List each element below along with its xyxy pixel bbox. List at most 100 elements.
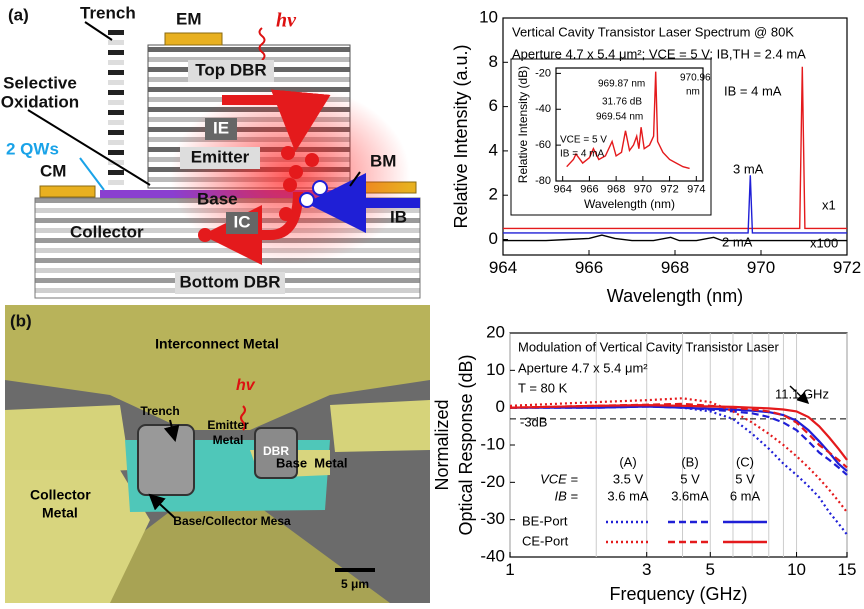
trench-mesa — [138, 425, 194, 495]
label: Base Metal — [276, 455, 348, 470]
label: Trench — [140, 404, 179, 418]
trench-layer — [108, 130, 124, 135]
y-tick-label: 2 — [489, 185, 498, 204]
legend-value: 3.5 V — [613, 471, 644, 486]
x-tick-label: 966 — [580, 184, 598, 196]
label: IC — [234, 212, 251, 231]
y-tick-label: 8 — [489, 52, 498, 71]
y-tick-label: 4 — [489, 140, 498, 159]
label: Collector — [70, 222, 144, 241]
legend-value: 3.6 mA — [607, 488, 649, 503]
legend-value: 5 V — [735, 471, 755, 486]
trench-layer — [108, 90, 124, 95]
x-axis-title: Wavelength (nm) — [607, 286, 743, 306]
x-tick-label: 5 — [706, 560, 715, 579]
x-tick-label: 974 — [687, 184, 705, 196]
y-tick-label: -80 — [535, 175, 551, 187]
trench-layer — [108, 170, 124, 175]
side-pad — [5, 405, 130, 475]
x-tick-label: 3 — [642, 560, 651, 579]
y-tick-label: -20 — [535, 67, 551, 79]
y-axis-title: Relative Intensity (dB) — [516, 66, 530, 183]
y-tick-label: 0 — [496, 397, 505, 416]
x-tick-label: 15 — [838, 560, 857, 579]
y-axis-title: Optical Response (dB) — [456, 354, 476, 535]
chart-subtitle: Aperture 4.7 x 5.4 μm²; VCE = 5 V; IB,TH… — [512, 46, 806, 61]
y-tick-label: -40 — [480, 546, 505, 565]
x-tick-label: 968 — [607, 184, 625, 196]
x-axis-title: Frequency (GHz) — [609, 584, 747, 604]
label: Metal — [213, 433, 244, 447]
annotation: IB = 4 mA — [724, 83, 782, 98]
side-pad — [330, 400, 430, 452]
trench-layer — [108, 140, 124, 145]
annotation: Modulation of Vertical Cavity Transistor… — [518, 339, 780, 354]
schematic: (a) Trench EM hv Top DBR Selective Oxida… — [1, 3, 420, 298]
label: Selective — [3, 73, 77, 92]
label: 5 μm — [341, 577, 369, 591]
legend-value: 6 mA — [730, 488, 761, 503]
x-tick-label: 966 — [575, 258, 603, 277]
legend-value: 3.6mA — [671, 488, 709, 503]
y-tick-label: 20 — [486, 322, 505, 341]
page: Vertical Cavity Transistor Laser {"schem… — [0, 0, 864, 609]
trench-layer — [108, 50, 124, 55]
label: IE — [213, 118, 229, 137]
annotation: 3 mA — [733, 161, 764, 176]
label: Trench — [80, 3, 136, 22]
x-tick-label: 970 — [747, 258, 775, 277]
pointer — [85, 22, 112, 40]
label: Emitter — [207, 418, 249, 432]
emitter-metal — [165, 33, 222, 45]
x-tick-label: 964 — [554, 184, 572, 196]
label: CM — [40, 161, 66, 180]
series-line — [503, 235, 847, 241]
y-tick-label: -40 — [535, 103, 551, 115]
y-tick-label: 6 — [489, 96, 498, 115]
photon — [260, 28, 265, 60]
annotation: 11.1 GHz — [775, 386, 829, 401]
trench-layer — [108, 110, 124, 115]
pointer — [80, 158, 104, 190]
x-tick-label: 972 — [660, 184, 678, 196]
annotation: Aperture 4.7 x 5.4 μm² — [518, 360, 648, 375]
x-axis-title: Wavelength (nm) — [584, 197, 675, 211]
label: Top DBR — [195, 60, 266, 79]
label: Metal — [42, 505, 78, 521]
y-axis-title: Normalized — [432, 399, 452, 490]
label: EM — [176, 9, 202, 28]
legend-entry: BE-Port — [522, 513, 568, 528]
annotation: x100 — [810, 235, 838, 250]
trench-layer — [108, 150, 124, 155]
label: Base/Collector Mesa — [173, 514, 291, 528]
legend-column: (B) — [681, 454, 698, 469]
label: Base — [197, 189, 238, 208]
annotation: 969.87 nm — [598, 79, 645, 90]
x-tick-label: 1 — [505, 560, 514, 579]
x-tick-label: 964 — [489, 258, 517, 277]
annotation: VCE = 5 V — [560, 135, 607, 146]
collector-metal — [40, 186, 95, 197]
label: Emitter — [191, 147, 250, 166]
trench-layer — [108, 40, 124, 45]
y-tick-label: -20 — [480, 472, 505, 491]
y-tick-label: 0 — [489, 229, 498, 248]
panel-label: (a) — [8, 5, 29, 24]
legend-column: (C) — [736, 454, 754, 469]
dbr-layer — [148, 47, 350, 52]
legend-entry: CE-Port — [522, 533, 569, 548]
annotation: -3dB — [520, 414, 547, 429]
label: Interconnect Metal — [155, 336, 279, 352]
chart-title: Vertical Cavity Transistor Laser Spectru… — [512, 24, 794, 39]
legend-value: 5 V — [680, 471, 700, 486]
trench-layer — [108, 100, 124, 105]
micrograph: (b) Interconnect Metal Trench hv Emitter… — [5, 305, 430, 603]
trench-layer — [108, 120, 124, 125]
y-tick-label: -30 — [480, 509, 505, 528]
annotation: IB = 4 mA — [560, 149, 605, 160]
annotation: 2 mA — [722, 234, 753, 249]
y-tick-label: 10 — [486, 360, 505, 379]
label: hv — [276, 10, 297, 32]
dbr-layer — [35, 258, 420, 263]
label: hv — [236, 377, 256, 394]
